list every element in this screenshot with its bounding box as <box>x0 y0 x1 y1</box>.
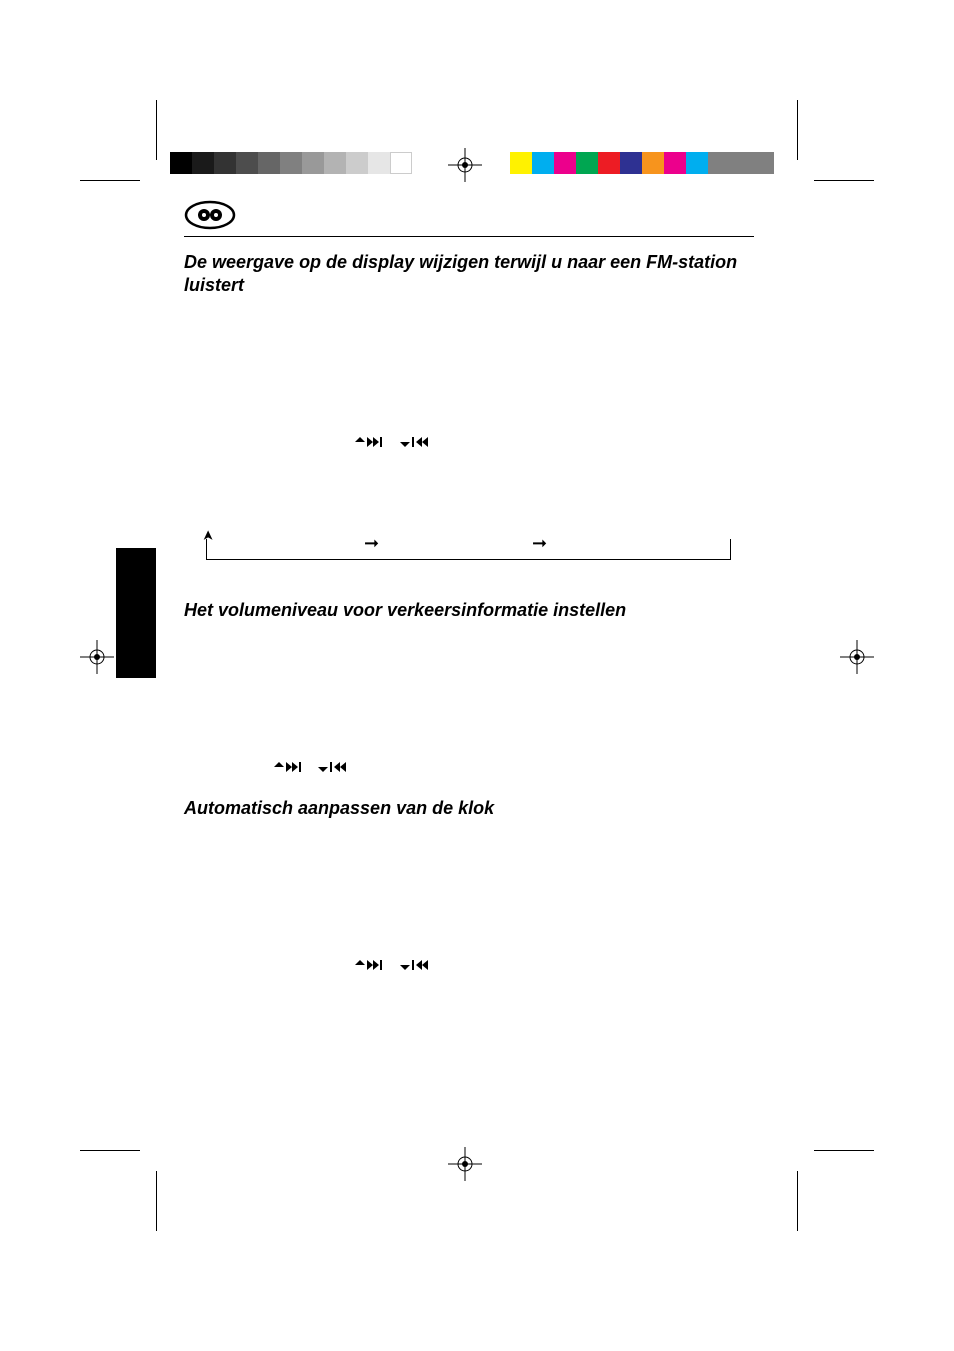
section-heading: Automatisch aanpassen van de klok <box>184 797 754 820</box>
body-text: Placeholder paragraph one lorem ipsum do… <box>184 833 754 1036</box>
horizontal-rule <box>184 236 754 237</box>
up-next-icon <box>355 434 389 449</box>
page-content: De weergave op de display wijzigen terwi… <box>184 200 754 1090</box>
section-heading: De weergave op de display wijzigen terwi… <box>184 251 754 296</box>
side-tab: NEDERLANDS <box>116 548 156 678</box>
crop-mark <box>80 1150 140 1151</box>
crop-mark <box>814 180 874 181</box>
color-bar <box>510 152 774 174</box>
registration-mark-icon <box>80 640 114 674</box>
registration-mark-icon <box>448 1147 482 1181</box>
registration-mark-icon <box>448 148 482 182</box>
body-text: Placeholder description text row one two… <box>184 635 754 777</box>
up-next-icon <box>355 957 389 972</box>
crop-mark <box>156 100 157 160</box>
registration-mark-icon <box>840 640 874 674</box>
grayscale-bar <box>170 152 412 174</box>
down-prev-icon <box>400 957 434 972</box>
crop-mark <box>80 180 140 181</box>
crop-mark <box>814 1150 874 1151</box>
crop-mark <box>156 1171 157 1231</box>
down-prev-icon <box>318 759 352 774</box>
display-cycle-diagram: ➤ Stationnaam (PS) ➞ Frequentie ➞ Progra… <box>184 523 754 573</box>
section-heading: Het volumeniveau voor verkeersinformatie… <box>184 599 754 622</box>
down-prev-icon <box>400 434 434 449</box>
body-text: Placeholder body paragraph line one lore… <box>184 310 754 513</box>
logo-icon <box>184 200 754 230</box>
up-next-icon <box>274 759 308 774</box>
crop-mark <box>797 1171 798 1231</box>
page-number: 14 <box>184 1076 754 1090</box>
crop-mark <box>797 100 798 160</box>
